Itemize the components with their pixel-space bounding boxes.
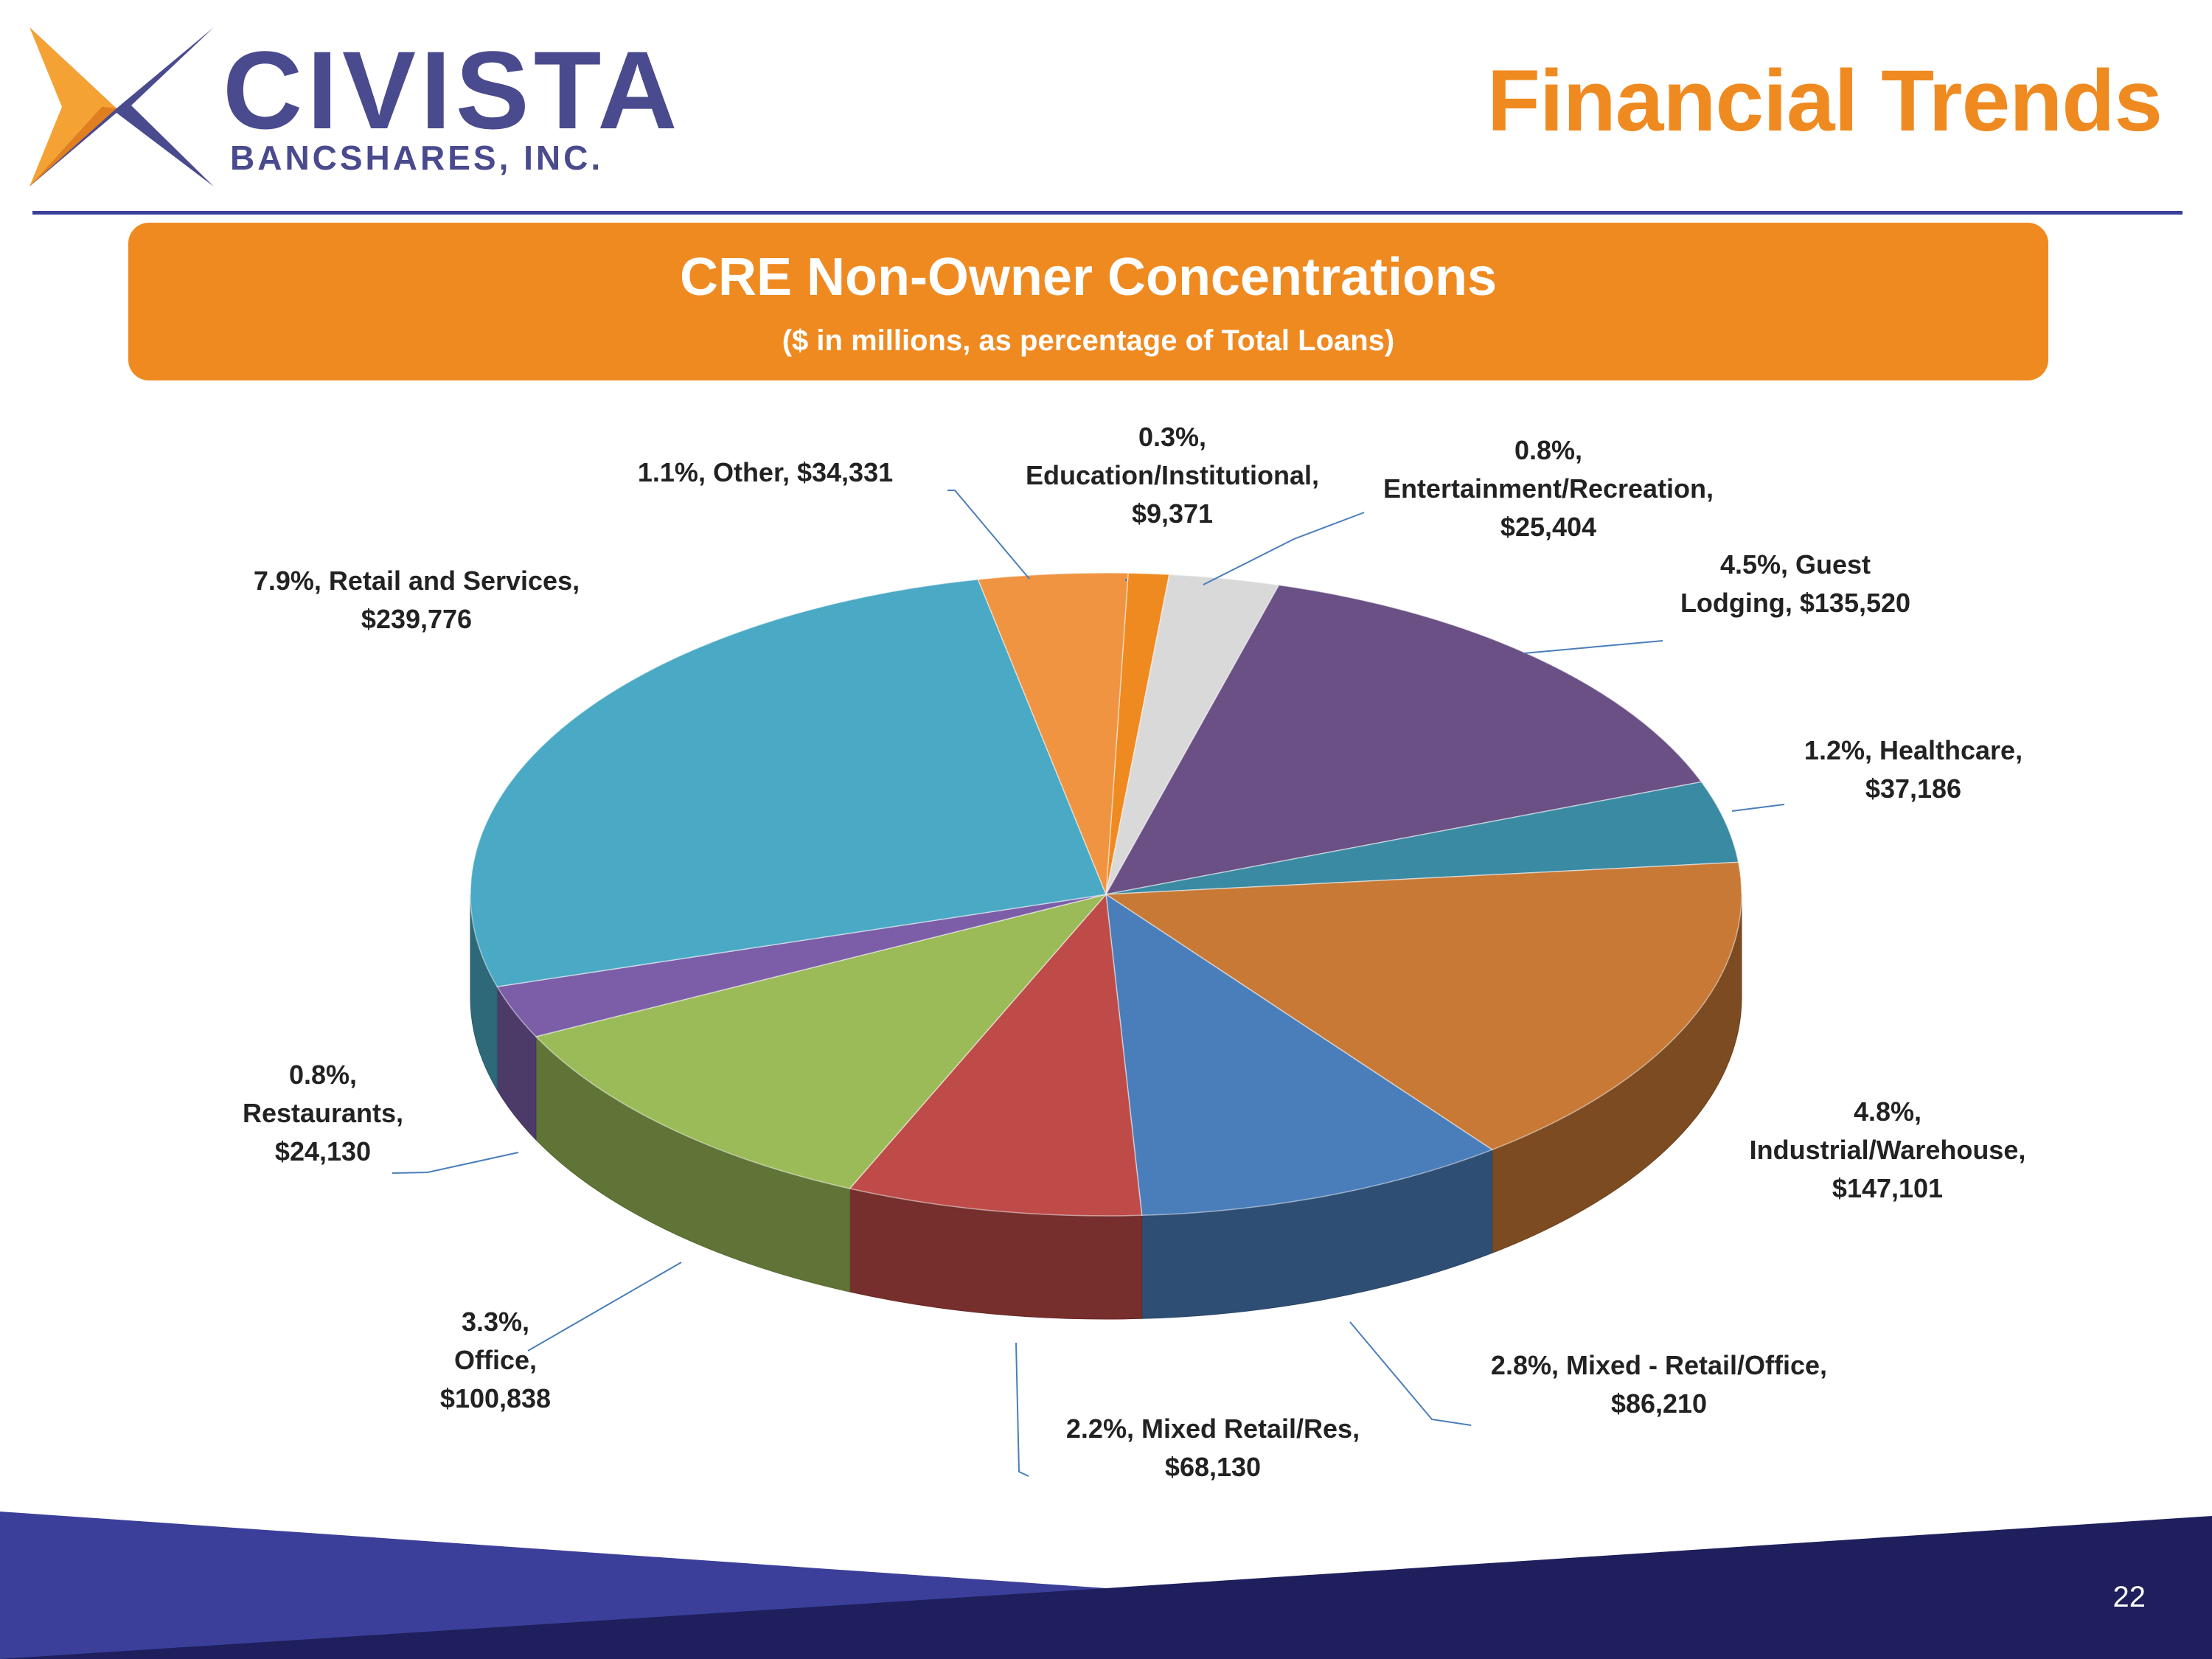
label-line-office-1: Office,	[454, 1345, 537, 1375]
label-retail-and-services: 7.9%, Retail and Services, $239,776	[254, 566, 580, 634]
civista-logo: CIVISTA BANCSHARES, INC.	[29, 18, 678, 188]
label-line-mixed-retail-office-1: $86,210	[1611, 1388, 1707, 1419]
label-line-industrial-warehouse-2: $147,101	[1832, 1173, 1943, 1203]
leader-line-mixed-retail-res	[1015, 1342, 1029, 1477]
label-line-entertainment-recreation-1: Entertainment/Recreation,	[1383, 473, 1714, 504]
label-line-office-2: $100,838	[440, 1383, 551, 1413]
label-industrial-warehouse: 4.8%, Industrial/Warehouse, $147,101	[1750, 1096, 2026, 1203]
pie-slice-other	[977, 572, 1129, 895]
chart-title-banner: CRE Non-Owner Concentrations ($ in milli…	[128, 223, 2048, 380]
label-line-restaurants-2: $24,130	[275, 1136, 371, 1166]
label-line-education-institutional-1: Education/Institutional,	[1026, 460, 1319, 490]
pie-slice-industrial-warehouse	[1104, 861, 1742, 1151]
label-line-mixed-retail-res-1: $68,130	[1165, 1452, 1261, 1482]
label-line-restaurants-1: Restaurants,	[243, 1098, 403, 1128]
chart-subtitle: ($ in millions, as percentage of Total L…	[782, 324, 1395, 357]
label-restaurants: 0.8%, Restaurants, $24,130	[243, 1060, 403, 1166]
label-mixed-retail-office: 2.8%, Mixed - Retail/Office, $86,210	[1491, 1350, 1827, 1419]
chart-title: CRE Non-Owner Concentrations	[679, 248, 1498, 307]
label-line-education-institutional-2: $9,371	[1132, 498, 1213, 529]
pie-slice-mixed-retail-office	[1105, 893, 1494, 1217]
label-line-retail-and-services-1: $239,776	[361, 604, 472, 634]
pie-side-walls	[470, 894, 1742, 1320]
logo-subtitle: BANCSHARES, INC.	[230, 139, 604, 177]
label-other: 1.1%, Other, $34,331	[638, 457, 893, 487]
pie-slice-office	[535, 893, 1108, 1189]
label-line-guest-lodging-0: 4.5%, Guest	[1720, 549, 1871, 580]
label-line-entertainment-recreation-0: 0.8%,	[1514, 435, 1582, 465]
label-line-healthcare-0: 1.2%, Healthcare,	[1804, 735, 2023, 765]
leader-line-entertainment-recreation	[1203, 512, 1365, 585]
label-line-office-0: 3.3%,	[462, 1307, 529, 1337]
label-line-industrial-warehouse-1: Industrial/Warehouse,	[1750, 1135, 2026, 1165]
leader-line-mixed-retail-office	[1349, 1321, 1472, 1426]
label-line-entertainment-recreation-2: $25,404	[1500, 512, 1596, 542]
label-line-mixed-retail-res-0: 2.2%, Mixed Retail/Res,	[1066, 1413, 1360, 1444]
page-title: Financial Trends	[1486, 52, 2163, 150]
logo-wordmark: CIVISTA	[223, 28, 682, 152]
pie-slice-mixed-retail-res	[849, 893, 1143, 1217]
label-line-healthcare-1: $37,186	[1865, 773, 1961, 804]
footer-band	[0, 1512, 2212, 1659]
label-education-institutional: 0.3%, Education/Institutional, $9,371	[1026, 422, 1319, 529]
pie-slice-guest-lodging	[1105, 584, 1703, 896]
pie-slice-retail-and-services	[470, 579, 1107, 987]
label-line-guest-lodging-1: Lodging, $135,520	[1680, 588, 1910, 618]
label-mixed-retail-res: 2.2%, Mixed Retail/Res, $68,130	[1066, 1413, 1360, 1482]
page-number: 22	[2112, 1581, 2146, 1613]
label-entertainment-recreation: 0.8%, Entertainment/Recreation, $25,404	[1383, 435, 1714, 542]
label-line-other-0: 1.1%, Other, $34,331	[638, 457, 893, 487]
label-line-restaurants-0: 0.8%,	[289, 1060, 357, 1090]
leader-line-other	[947, 490, 1030, 580]
label-line-education-institutional-0: 0.3%,	[1138, 422, 1206, 452]
leader-line-restaurants	[392, 1152, 519, 1174]
header-divider	[32, 211, 2183, 215]
label-office: 3.3%, Office, $100,838	[440, 1307, 551, 1413]
cre-pie-chart: 0.3%, Education/Institutional, $9,371 0.8%,…	[243, 422, 2025, 1482]
data-labels: 0.3%, Education/Institutional, $9,371 0.8%,…	[243, 422, 2025, 1482]
star-logo-icon	[29, 27, 214, 187]
label-line-mixed-retail-office-0: 2.8%, Mixed - Retail/Office,	[1491, 1350, 1827, 1380]
pie-slice-healthcare	[1105, 781, 1739, 895]
label-line-retail-and-services-0: 7.9%, Retail and Services,	[254, 566, 580, 596]
label-healthcare: 1.2%, Healthcare, $37,186	[1804, 735, 2023, 804]
leader-line-healthcare	[1731, 804, 1785, 812]
leader-lines	[392, 490, 1785, 1477]
leader-line-guest-lodging	[1523, 640, 1663, 654]
pie-top-faces	[470, 572, 1742, 1217]
label-guest-lodging: 4.5%, Guest Lodging, $135,520	[1680, 549, 1910, 618]
label-line-industrial-warehouse-0: 4.8%,	[1854, 1096, 1921, 1127]
leader-line-office	[527, 1262, 682, 1352]
